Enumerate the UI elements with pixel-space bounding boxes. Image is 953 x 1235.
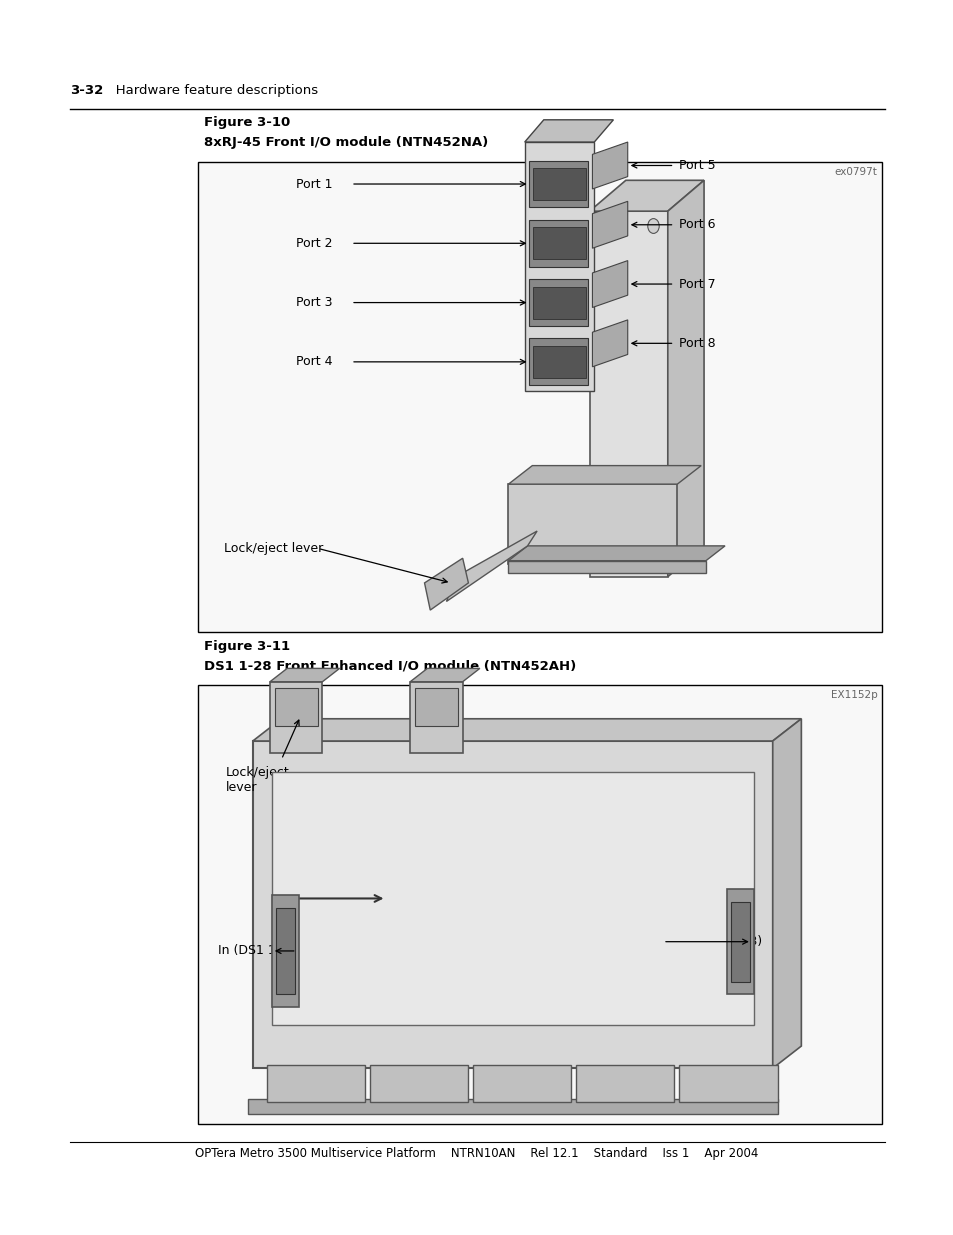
Polygon shape	[508, 466, 700, 484]
Text: 3-32: 3-32	[70, 84, 103, 96]
Text: Out (DS1 1-28): Out (DS1 1-28)	[667, 935, 761, 948]
Polygon shape	[253, 719, 801, 741]
Polygon shape	[589, 211, 667, 577]
Text: Port 5: Port 5	[679, 159, 715, 172]
Polygon shape	[524, 120, 613, 142]
Polygon shape	[524, 142, 594, 391]
Text: Figure 3-10: Figure 3-10	[204, 116, 290, 128]
Polygon shape	[410, 668, 479, 682]
Polygon shape	[726, 889, 753, 994]
Text: ex0797t: ex0797t	[834, 167, 877, 177]
Text: Port 2: Port 2	[295, 237, 332, 249]
Polygon shape	[446, 531, 537, 601]
Text: DS1 1-28 Front Enhanced I/O module (NTN452AH): DS1 1-28 Front Enhanced I/O module (NTN4…	[204, 659, 576, 672]
Text: Lock/eject
lever: Lock/eject lever	[226, 766, 290, 794]
Polygon shape	[533, 346, 585, 378]
Polygon shape	[529, 220, 587, 267]
Polygon shape	[508, 561, 705, 573]
Polygon shape	[529, 279, 587, 326]
Text: In (DS1 1-28): In (DS1 1-28)	[217, 945, 300, 957]
Polygon shape	[272, 895, 298, 1007]
Polygon shape	[679, 1065, 777, 1102]
Polygon shape	[508, 546, 724, 561]
Polygon shape	[473, 1065, 571, 1102]
Circle shape	[647, 219, 659, 233]
Polygon shape	[508, 484, 677, 564]
Polygon shape	[576, 1065, 674, 1102]
Polygon shape	[529, 338, 587, 385]
Polygon shape	[253, 741, 772, 1068]
Text: Lock/eject lever: Lock/eject lever	[224, 542, 323, 555]
Polygon shape	[275, 908, 294, 994]
Polygon shape	[529, 161, 587, 207]
Text: Figure 3-11: Figure 3-11	[204, 640, 290, 652]
Polygon shape	[592, 261, 627, 308]
Polygon shape	[592, 142, 627, 189]
Polygon shape	[424, 558, 468, 610]
Polygon shape	[267, 1065, 365, 1102]
Text: Port 7: Port 7	[679, 278, 715, 290]
Text: EX1152p: EX1152p	[830, 690, 877, 700]
Polygon shape	[370, 1065, 468, 1102]
Polygon shape	[730, 902, 749, 982]
Polygon shape	[248, 1099, 777, 1114]
Text: Port 8: Port 8	[679, 337, 715, 350]
Text: Port 6: Port 6	[679, 219, 715, 231]
Text: 8xRJ-45 Front I/O module (NTN452NA): 8xRJ-45 Front I/O module (NTN452NA)	[204, 136, 488, 148]
Text: Hardware feature descriptions: Hardware feature descriptions	[103, 84, 317, 96]
Polygon shape	[270, 668, 339, 682]
Polygon shape	[772, 719, 801, 1068]
Polygon shape	[592, 320, 627, 367]
Polygon shape	[415, 688, 457, 726]
Polygon shape	[270, 682, 322, 753]
Polygon shape	[533, 287, 585, 319]
Text: OPTera Metro 3500 Multiservice Platform    NTRN10AN    Rel 12.1    Standard    I: OPTera Metro 3500 Multiservice Platform …	[195, 1147, 758, 1160]
Polygon shape	[592, 201, 627, 248]
Bar	[198, 162, 882, 632]
Polygon shape	[533, 227, 585, 259]
Polygon shape	[272, 772, 753, 1025]
Text: Port 3: Port 3	[295, 296, 332, 309]
Bar	[198, 685, 882, 1124]
Text: Port 1: Port 1	[295, 178, 332, 190]
Polygon shape	[667, 180, 703, 577]
Polygon shape	[533, 168, 585, 200]
Polygon shape	[274, 688, 317, 726]
Polygon shape	[589, 180, 703, 211]
Text: Port 4: Port 4	[295, 356, 332, 368]
Polygon shape	[410, 682, 462, 753]
Circle shape	[598, 219, 609, 233]
